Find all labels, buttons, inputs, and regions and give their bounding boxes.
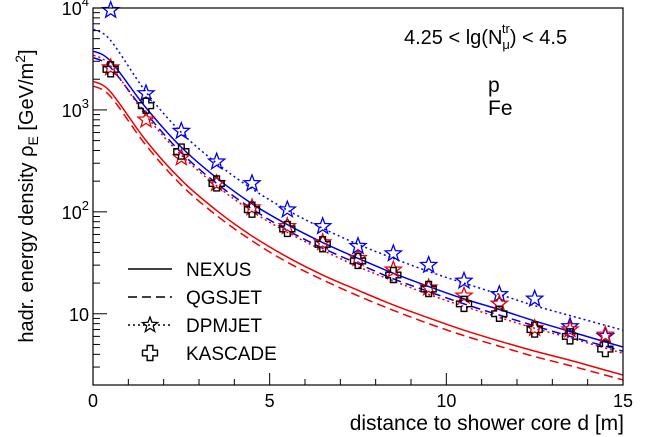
marker-cross-kascade-data — [526, 321, 543, 338]
marker-cross-kascade-data — [137, 97, 155, 114]
legend-qgsjet-label: QGSJET — [186, 288, 262, 309]
marker-star-dpmjet-p — [136, 83, 156, 102]
marker-cross-kascade-data — [455, 295, 473, 313]
y-tick-label: 102 — [62, 198, 89, 223]
marker-star-dpmjet-fe — [595, 324, 616, 344]
x-tick-label: 5 — [265, 391, 275, 411]
marker-star-dpmjet-fe — [136, 109, 156, 129]
marker-cross-kascade-data — [208, 175, 225, 192]
star-icon — [140, 315, 160, 333]
marker-star-dpmjet-fe — [277, 216, 298, 235]
x-tick-label: 0 — [88, 391, 98, 411]
marker-star-dpmjet-p — [489, 284, 510, 303]
x-tick-label: 15 — [613, 391, 633, 411]
marker-star-dpmjet-fe — [560, 319, 580, 338]
marker-cross-kascade-data — [279, 220, 296, 238]
marker-cross-kascade-data — [420, 280, 437, 298]
y-tick-label: 10 — [69, 305, 89, 325]
marker-star-dpmjet-fe — [100, 57, 121, 77]
legend: NEXUS QGSJET DPMJET KASCADE — [128, 260, 277, 365]
marker-cross-kascade-data — [102, 61, 119, 78]
curve-qgsjet-p-dashed — [93, 57, 623, 352]
model-curves — [93, 28, 623, 381]
cut-label: 4.25 < lg(Nμtr) < 4.5 — [404, 21, 567, 52]
marker-star-dpmjet-p — [277, 199, 298, 219]
marker-star-dpmjet-fe — [489, 293, 510, 313]
curve-nexus-p-solid — [93, 50, 623, 348]
y-tick-label: 103 — [62, 96, 89, 121]
x-axis-label: distance to shower core d [m] — [350, 412, 624, 435]
marker-cross-kascade-data — [385, 266, 402, 284]
marker-star-dpmjet-p — [524, 288, 545, 308]
marker-star-dpmjet-p — [206, 151, 227, 171]
legend-kascade-label: KASCADE — [186, 344, 277, 365]
marker-star-dpmjet-p — [312, 216, 333, 235]
y-tick-label: 104 — [62, 0, 89, 19]
legend-nexus-label: NEXUS — [186, 260, 251, 281]
primary-label-fe: Fe — [488, 97, 513, 120]
marker-star-dpmjet-p — [383, 243, 404, 262]
legend-kascade-cross-icon — [141, 344, 159, 362]
marker-cross-kascade-data — [243, 201, 261, 218]
marker-star-dpmjet-p — [242, 173, 262, 192]
marker-cross-kascade-data — [173, 143, 190, 160]
marker-star-dpmjet-fe — [418, 277, 439, 297]
curve-dpmjet-p-dotted — [93, 28, 623, 331]
x-tick-label: 10 — [436, 391, 456, 411]
primary-label-p: p — [488, 74, 500, 97]
marker-cross-kascade-data — [491, 305, 508, 322]
cross-icon — [141, 344, 159, 362]
marker-cross-kascade-data — [314, 236, 331, 253]
marker-star-dpmjet-fe — [383, 259, 404, 279]
y-axis: 10 102 103 104 — [62, 0, 107, 386]
marker-cross-kascade-data — [597, 340, 614, 358]
marker-star-dpmjet-p — [560, 316, 580, 335]
marker-cross-kascade-data — [349, 252, 367, 270]
marker-star-dpmjet-p — [171, 120, 192, 140]
marker-cross-kascade-data — [561, 328, 579, 345]
curve-qgsjet-fe-dashed — [93, 85, 623, 381]
x-axis: 0 5 10 15 — [88, 373, 633, 411]
y-axis-label: hadr. energy density ρE [GeV/m2] — [12, 49, 41, 342]
marker-star-dpmjet-fe — [242, 197, 262, 217]
marker-star-dpmjet-p — [418, 254, 439, 274]
curve-nexus-fe-solid — [93, 80, 623, 376]
marker-star-dpmjet-fe — [348, 247, 368, 267]
marker-star-dpmjet-fe — [312, 232, 333, 251]
legend-dpmjet-label: DPMJET — [186, 316, 262, 337]
marker-star-dpmjet-fe — [524, 317, 545, 337]
marker-star-dpmjet-p — [454, 270, 474, 290]
marker-star-dpmjet-fe — [454, 285, 474, 305]
plot-frame — [92, 7, 624, 386]
legend-dpmjet-star-icon — [140, 315, 160, 333]
